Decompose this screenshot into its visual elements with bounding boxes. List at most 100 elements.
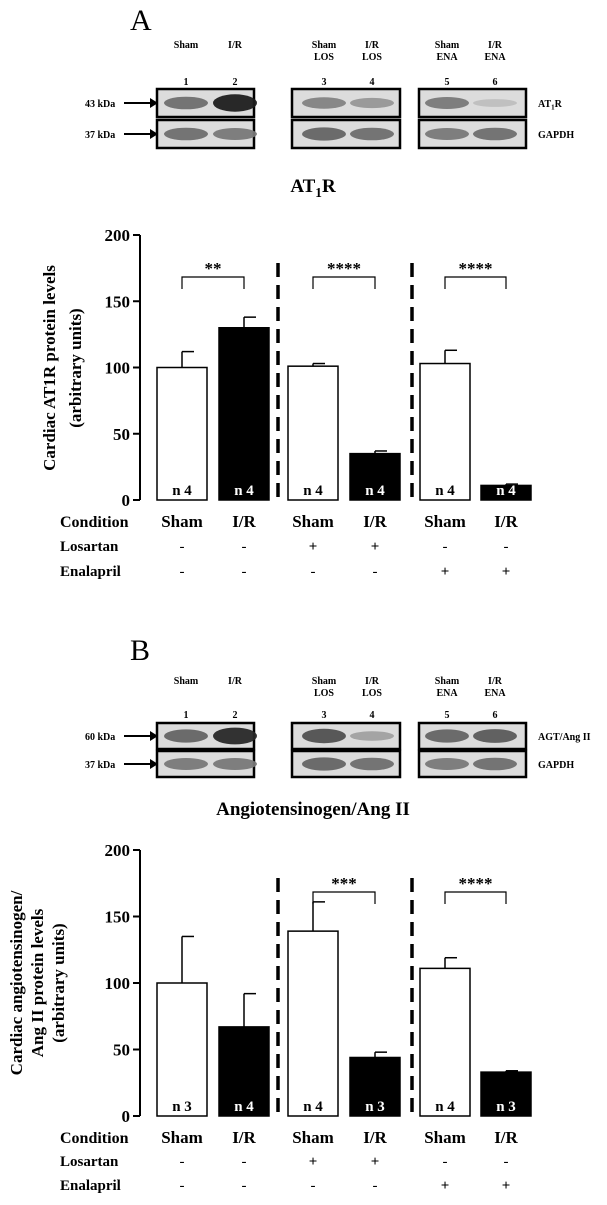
chart-title: AT1R	[290, 176, 336, 200]
blot-protein-label-main: AGT/Ang II	[538, 732, 591, 743]
treatment-mark: +	[371, 539, 380, 555]
blot-protein-label: GAPDH	[538, 760, 574, 771]
panel-letter-A: A	[130, 4, 152, 37]
chart-title: Angiotensinogen/Ang II	[216, 799, 410, 820]
kda-marker: 37 kDa	[85, 130, 115, 141]
treatment-mark: +	[309, 1154, 318, 1170]
y-axis-label: (arbitrary units)	[66, 308, 85, 427]
treatment-mark: -	[180, 1154, 185, 1170]
lane-number: 5	[445, 710, 450, 721]
marker-arrow-head	[150, 98, 158, 108]
y-tick-label: 0	[122, 1107, 131, 1126]
blot-band	[164, 729, 208, 743]
lane-label: I/R	[228, 40, 243, 51]
category-label: Sham	[292, 1128, 334, 1147]
lane-number: 2	[233, 710, 238, 721]
treatment-mark: -	[311, 1178, 316, 1194]
kda-marker: 60 kDa	[85, 732, 115, 743]
bar	[156, 982, 208, 1117]
blot-band	[473, 127, 517, 141]
treatment-mark: -	[242, 1154, 247, 1170]
lane-label: Sham LOS	[312, 676, 337, 699]
blot-band	[302, 757, 346, 771]
blot-band	[164, 127, 208, 141]
category-label: Sham	[424, 512, 466, 531]
treatment-mark: +	[309, 539, 318, 555]
bar	[287, 930, 339, 1117]
significance-stars: ****	[327, 259, 361, 278]
n-label: n 4	[496, 483, 516, 499]
lane-label: Sham ENA	[435, 40, 460, 63]
chart-title-tail: R	[322, 176, 336, 197]
bar	[419, 362, 471, 501]
blot-band	[350, 127, 394, 141]
y-axis-label: Cardiac AT1R protein levels	[40, 265, 59, 471]
lane-number: 4	[370, 710, 375, 721]
bar	[287, 365, 339, 501]
lane-number: 3	[322, 710, 327, 721]
significance-bracket	[444, 891, 507, 904]
blot-band	[302, 127, 346, 141]
significance-stars: ***	[331, 874, 357, 893]
treatment-mark: -	[180, 1178, 185, 1194]
n-label: n 4	[234, 483, 254, 499]
n-label: n 3	[365, 1099, 385, 1115]
bar	[480, 484, 532, 501]
marker-arrow-head	[150, 731, 158, 741]
bar	[218, 327, 270, 501]
blot-band	[473, 99, 517, 107]
n-label: n 4	[365, 483, 385, 499]
lane-number: 6	[493, 710, 498, 721]
category-label: I/R	[363, 512, 387, 531]
n-label: n 4	[435, 1099, 455, 1115]
treatment-row-label: Condition	[60, 1130, 129, 1147]
treatment-row-label: Losartan	[60, 539, 119, 555]
bar	[419, 967, 471, 1117]
lane-number: 1	[184, 710, 189, 721]
treatment-mark: +	[441, 1178, 450, 1194]
blot-band	[425, 128, 469, 140]
blot-band	[213, 94, 257, 112]
marker-arrow-head	[150, 759, 158, 769]
chart-title-sub: 1	[315, 185, 322, 200]
lane-label: Sham	[174, 40, 199, 51]
y-tick-label: 150	[105, 908, 131, 927]
bar	[349, 452, 401, 501]
blot-band	[164, 758, 208, 770]
blot-protein-label: AT1R	[538, 99, 563, 112]
bar	[218, 1026, 270, 1117]
treatment-mark: -	[373, 564, 378, 580]
blot-protein-label-main: GAPDH	[538, 130, 574, 141]
blot-band	[473, 729, 517, 743]
treatment-row-label: Losartan	[60, 1154, 119, 1170]
category-label: I/R	[232, 1128, 256, 1147]
treatment-mark: +	[502, 564, 511, 580]
blot-protein-label: GAPDH	[538, 130, 574, 141]
blot-protein-label-main: GAPDH	[538, 760, 574, 771]
blot-band	[213, 758, 257, 770]
lane-label: I/R LOS	[362, 676, 382, 699]
treatment-mark: -	[504, 539, 509, 555]
blot-band	[350, 731, 394, 741]
blot-protein-label-tail: R	[555, 99, 563, 110]
panel-letter-B: B	[130, 634, 150, 667]
y-axis-label: Cardiac angiotensinogen/	[7, 890, 26, 1075]
significance-stars: **	[205, 259, 222, 278]
kda-marker: 43 kDa	[85, 99, 115, 110]
treatment-mark: -	[373, 1178, 378, 1194]
y-axis-label: Ang II protein levels	[28, 908, 47, 1057]
lane-label: I/R ENA	[484, 40, 506, 63]
treatment-row-label: Condition	[60, 514, 129, 531]
treatment-row-label: Enalapril	[60, 564, 121, 580]
y-tick-label: 200	[105, 226, 131, 245]
blot-band	[350, 97, 394, 109]
lane-number: 1	[184, 77, 189, 88]
n-label: n 3	[496, 1099, 516, 1115]
blot-band	[425, 729, 469, 743]
treatment-mark: -	[504, 1154, 509, 1170]
blot-band	[164, 96, 208, 110]
treatment-row-label: Enalapril	[60, 1178, 121, 1194]
y-tick-label: 100	[105, 974, 131, 993]
significance-stars: ****	[459, 259, 493, 278]
